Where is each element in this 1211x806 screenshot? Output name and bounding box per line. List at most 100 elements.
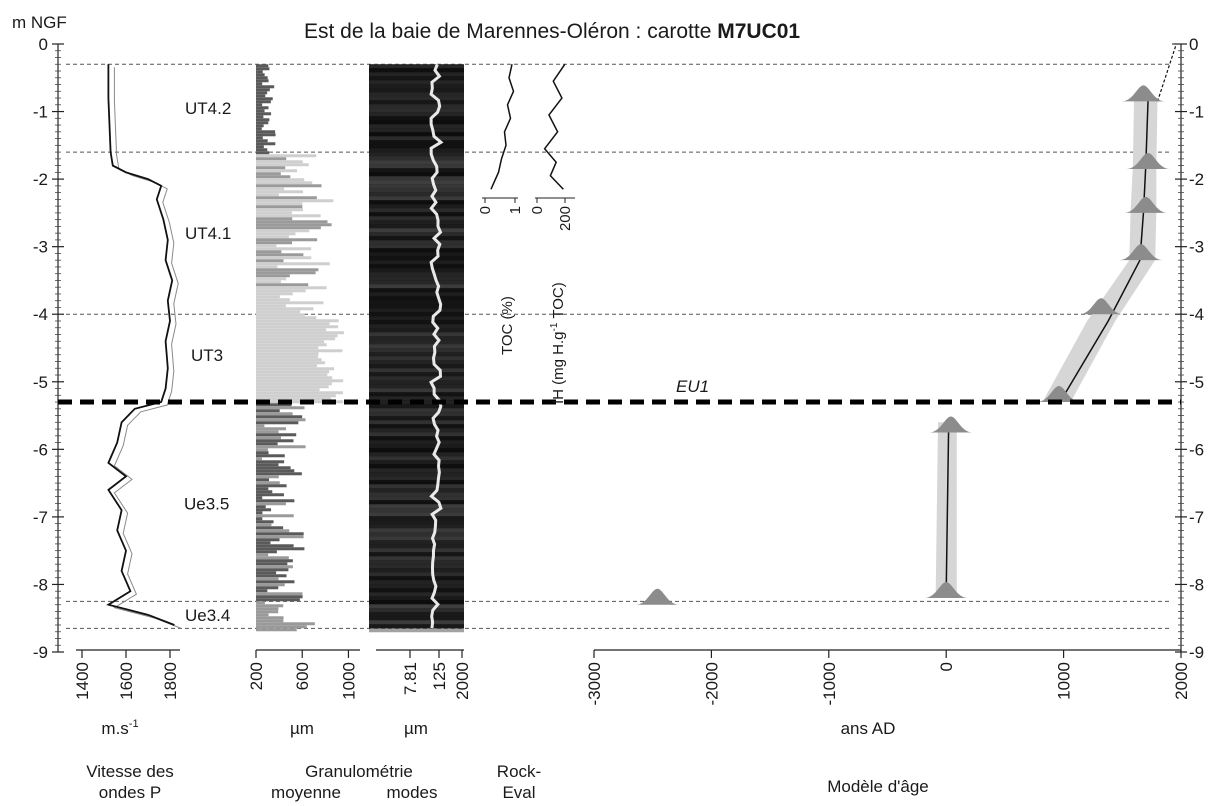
grain-modes-band [369, 556, 464, 561]
calibrated-date [924, 581, 969, 598]
grain-modes-band [369, 264, 464, 269]
grain-modes-band [369, 560, 464, 565]
unit-boundaries [66, 63, 1172, 629]
grain-modes-band [369, 496, 464, 501]
grain-mean-bar [256, 328, 327, 332]
grain-modes-band [369, 76, 464, 81]
grain-modes-band [369, 124, 464, 129]
grain-modes-band [369, 84, 464, 89]
grain-mean-bar [256, 574, 287, 578]
grain-modes-band [369, 460, 464, 465]
grain-mean-bar [256, 568, 289, 572]
grain-mean-bar [256, 259, 284, 263]
grain-modes-band [369, 300, 464, 305]
grain-mean-bar [256, 97, 273, 101]
grain-mean-panel [256, 64, 344, 632]
grain-mean-bar [256, 217, 293, 221]
grain-modes-band [369, 536, 464, 541]
grain-modes-band [369, 416, 464, 421]
grain-mean-bar [256, 406, 305, 410]
grain-mean-bar [256, 115, 264, 119]
grain-mean-bar [256, 436, 281, 440]
grain-mean-bar [256, 571, 277, 575]
grain-mean-bar [256, 607, 279, 611]
grain-modes-band [369, 92, 464, 97]
grain-modes-band [369, 292, 464, 297]
unit-label: UT3 [191, 346, 223, 365]
calibrated-date [1126, 152, 1171, 169]
grain-modes-band [369, 468, 464, 473]
grain-mean-bar [256, 628, 297, 632]
grain-modes-band [369, 364, 464, 369]
grain-mean-bar [256, 109, 265, 113]
age-unit-label: ans AD [841, 719, 896, 738]
grain-modes-band [369, 492, 464, 497]
grain-modes-band [369, 504, 464, 509]
grain-modes-band [369, 500, 464, 505]
grain-mean-bar [256, 244, 277, 248]
grain-mean-bar [256, 388, 320, 392]
grain-mean-bar [256, 274, 290, 278]
grain-mean-bar [256, 472, 302, 476]
ih-tick-label: 200 [557, 206, 574, 231]
grain-mean-bar [256, 319, 339, 323]
grain-modes-band [369, 228, 464, 233]
grain-mean-bar [256, 145, 264, 149]
grain-mean-bar [256, 280, 281, 284]
age-group-label: Modèle d'âge [827, 777, 929, 796]
grain-modes-band [369, 376, 464, 381]
grain-mean-bar [256, 85, 275, 89]
rock-eval-label-line2: Eval [502, 783, 535, 802]
left-tick-label: -6 [33, 440, 48, 459]
calibrated-date [1079, 298, 1124, 315]
grain-mean-bar [256, 157, 287, 161]
grain-mean-bar [256, 397, 331, 401]
calibrated-date [1036, 386, 1081, 403]
grain-modes-band [369, 488, 464, 493]
grain-mean-bar [256, 133, 276, 137]
grain-modes-band [369, 68, 464, 73]
grain-mean-bar [256, 442, 278, 446]
grain-mean-bar [256, 148, 268, 152]
grain-modes-band [369, 304, 464, 309]
grain-modes-band [369, 204, 464, 209]
grain-mean-sublabel: moyenne [271, 783, 341, 802]
grain-mean-bar [256, 223, 332, 227]
grain-modes-band [369, 316, 464, 321]
grain-modes-band [369, 236, 464, 241]
event-boundary-label: EU1 [676, 377, 709, 396]
grain-mean-bar [256, 313, 305, 317]
grain-mean-bar [256, 433, 297, 437]
grain-mean-bar [256, 64, 269, 68]
grain-mean-axis-tick-label: 600 [293, 662, 312, 690]
grain-mean-bar [256, 367, 335, 371]
grain-modes-band [369, 168, 464, 173]
vp-curve [106, 64, 175, 626]
grain-mean-bar [256, 469, 295, 473]
grain-mean-bar [256, 94, 266, 98]
right-tick-label: -5 [1189, 373, 1204, 392]
grain-modes-band [369, 620, 464, 625]
grain-mean-bar [256, 589, 268, 593]
grain-modes-band [369, 288, 464, 293]
grain-mean-bar [256, 187, 285, 191]
grain-mean-bar [256, 508, 272, 512]
grain-modes-band [369, 480, 464, 485]
grain-modes-band [369, 80, 464, 85]
grain-modes-band [369, 196, 464, 201]
grain-mean-bar [256, 577, 279, 581]
grain-modes-band [369, 296, 464, 301]
grain-mean-bar [256, 529, 290, 533]
grain-mean-bar [256, 541, 271, 545]
left-tick-label: -5 [33, 373, 48, 392]
grain-modes-band [369, 472, 464, 477]
grain-mean-bar [256, 286, 327, 290]
grain-mean-bar [256, 349, 343, 353]
age-axis-tick-label: 1000 [1055, 662, 1074, 700]
grain-mean-axis-tick-label: 1000 [339, 662, 358, 700]
grain-mean-bar [256, 160, 303, 164]
grain-mean-bar [256, 163, 309, 167]
grain-modes-band [369, 136, 464, 141]
grain-modes-band [369, 392, 464, 397]
